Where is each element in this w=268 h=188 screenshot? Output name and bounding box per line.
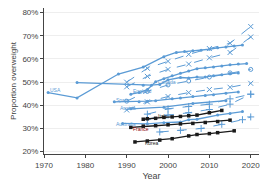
svg-text:50%: 50% <box>22 78 38 87</box>
svg-text:Australia: Australia <box>116 121 136 127</box>
svg-text:France: France <box>133 126 149 132</box>
svg-text:80%: 80% <box>22 8 38 17</box>
svg-text:Proportion overweight: Proportion overweight <box>9 41 18 120</box>
svg-text:2020: 2020 <box>242 161 260 170</box>
svg-text:60%: 60% <box>22 55 38 64</box>
svg-text:Canada: Canada <box>158 79 176 85</box>
svg-text:USA: USA <box>50 87 61 93</box>
svg-text:1970: 1970 <box>35 161 53 170</box>
svg-text:70%: 70% <box>22 32 38 41</box>
svg-text:30%: 30% <box>22 124 38 133</box>
svg-text:20%: 20% <box>22 147 38 156</box>
svg-text:40%: 40% <box>22 101 38 110</box>
svg-text:Italy: Italy <box>158 113 168 119</box>
svg-text:Austria: Austria <box>120 105 136 111</box>
svg-text:2010: 2010 <box>200 161 218 170</box>
svg-text:1980: 1980 <box>76 161 94 170</box>
svg-text:Korea: Korea <box>145 140 159 146</box>
svg-text:Year: Year <box>142 171 160 181</box>
svg-text:England: England <box>133 88 152 94</box>
svg-text:Spain: Spain <box>116 97 129 103</box>
svg-text:2000: 2000 <box>159 161 177 170</box>
svg-text:1990: 1990 <box>118 161 136 170</box>
